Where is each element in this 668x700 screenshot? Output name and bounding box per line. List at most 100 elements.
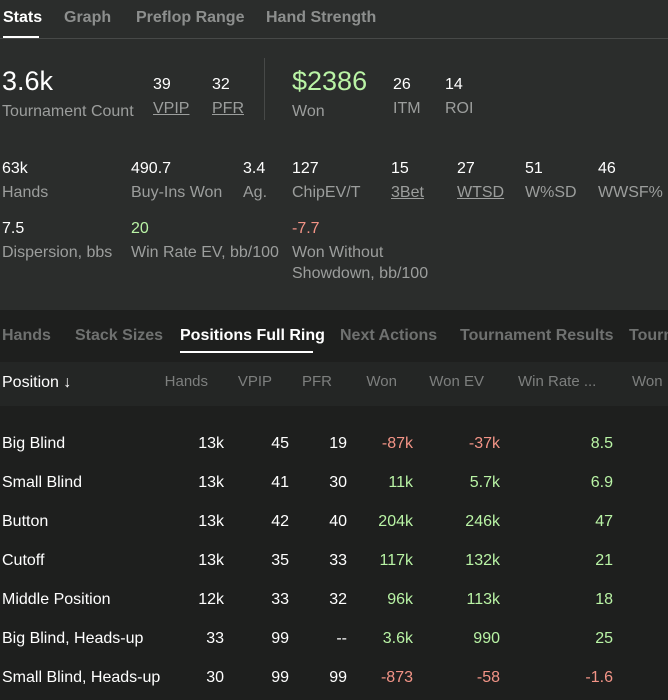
- wtsd-link[interactable]: WTSD: [457, 184, 505, 201]
- ag-label: Ag.: [243, 184, 268, 201]
- won-stat: $2386 Won: [292, 66, 367, 122]
- cell-vpip: 45: [271, 435, 289, 452]
- summary-divider: [264, 58, 265, 120]
- cell-vpip: 99: [271, 669, 289, 686]
- pfr-link[interactable]: PFR: [212, 100, 244, 117]
- wtsd-stat: 27 WTSD: [457, 160, 504, 203]
- positions-panel: Hands Stack Sizes Positions Full Ring Ne…: [0, 310, 668, 700]
- cell-pfr: --: [336, 630, 347, 647]
- cell-won-ev: 5.7k: [469, 474, 500, 491]
- subtab-stack-sizes[interactable]: Stack Sizes: [75, 327, 164, 344]
- chipev-stat: 127 ChipEV/T: [292, 160, 360, 203]
- column-header-won[interactable]: Won: [366, 373, 397, 390]
- cell-win-rate: 21: [595, 552, 613, 569]
- winrate-ev-stat: 20 Win Rate EV, bb/100: [131, 220, 279, 263]
- table-row[interactable]: Button 13k 42 40 204k 246k 47: [0, 503, 668, 542]
- tab-hand-strength[interactable]: Hand Strength: [266, 9, 377, 26]
- column-header-won-ev[interactable]: Won EV: [429, 373, 484, 390]
- tournament-count-label: Tournament Count: [2, 103, 134, 120]
- table-row[interactable]: Big Blind, Heads-up 33 99 -- 3.6k 990 25: [0, 620, 668, 659]
- pfr-stat: 32 PFR: [212, 76, 244, 119]
- won-without-sd-value: -7.7: [292, 220, 320, 237]
- cell-won-ev: 246k: [465, 513, 500, 530]
- vpip-link[interactable]: VPIP: [153, 100, 190, 117]
- cell-hands: 13k: [198, 552, 224, 569]
- cell-pfr: 19: [329, 435, 347, 452]
- won-value: $2386: [292, 66, 368, 96]
- winrate-ev-value: 20: [131, 220, 149, 237]
- cell-won: 96k: [387, 591, 413, 608]
- column-header-position[interactable]: Position ↓: [2, 374, 72, 391]
- cell-position: Big Blind, Heads-up: [2, 630, 144, 647]
- tab-preflop-range[interactable]: Preflop Range: [136, 9, 245, 26]
- subtab-hands[interactable]: Hands: [2, 327, 51, 344]
- chipev-label: ChipEV/T: [292, 184, 361, 201]
- cell-vpip: 99: [271, 630, 289, 647]
- roi-stat: 14 ROI: [445, 76, 473, 119]
- cell-pfr: 40: [329, 513, 347, 530]
- pfr-value: 32: [212, 76, 230, 93]
- column-header-vpip[interactable]: VPIP: [237, 373, 272, 390]
- cell-vpip: 35: [271, 552, 289, 569]
- cell-won-ev: 132k: [465, 552, 500, 569]
- threebet-value: 15: [391, 160, 409, 177]
- roi-value: 14: [445, 76, 463, 93]
- cell-position: Small Blind: [2, 474, 83, 491]
- cell-position: Button: [2, 513, 49, 530]
- hands-value: 63k: [2, 160, 28, 177]
- cell-hands: 30: [206, 669, 224, 686]
- subtab-tournament-results[interactable]: Tournament Results: [460, 327, 614, 344]
- won-label: Won: [292, 103, 325, 120]
- buyins-won-label: Buy-Ins Won: [131, 184, 223, 201]
- cell-win-rate: 47: [595, 513, 613, 530]
- top-tab-bar: Stats Graph Preflop Range Hand Strength: [0, 0, 668, 39]
- hands-stat: 63k Hands: [2, 160, 48, 203]
- subtab-next-actions[interactable]: Next Actions: [340, 327, 438, 344]
- cell-won: -873: [380, 669, 413, 686]
- buyins-won-stat: 490.7 Buy-Ins Won: [131, 160, 222, 203]
- itm-label: ITM: [393, 100, 421, 117]
- column-header-pfr[interactable]: PFR: [302, 373, 332, 390]
- cell-vpip: 42: [271, 513, 289, 530]
- won-without-sd-label-1: Won Without: [292, 244, 384, 261]
- cell-vpip: 41: [271, 474, 289, 491]
- cell-hands: 13k: [198, 513, 224, 530]
- tab-stats[interactable]: Stats: [3, 9, 43, 26]
- won-without-sd-stat: -7.7 Won Without Showdown, bb/100: [292, 220, 428, 284]
- table-row[interactable]: Small Blind 13k 41 30 11k 5.7k 6.9: [0, 464, 668, 503]
- cell-won: -87k: [381, 435, 413, 452]
- dispersion-value: 7.5: [2, 220, 25, 237]
- wsd-value: 51: [525, 160, 543, 177]
- itm-value: 26: [393, 76, 411, 93]
- threebet-link[interactable]: 3Bet: [391, 184, 424, 201]
- cell-won-ev: -58: [476, 669, 500, 686]
- ag-stat: 3.4 Ag.: [243, 160, 267, 203]
- cell-won: 204k: [378, 513, 413, 530]
- subtab-tourn[interactable]: Tourn: [629, 327, 668, 344]
- column-header-win-rate[interactable]: Win Rate ...: [518, 373, 597, 390]
- cell-pfr: 33: [329, 552, 347, 569]
- tab-graph[interactable]: Graph: [64, 9, 112, 26]
- subtab-positions-full-ring[interactable]: Positions Full Ring: [180, 327, 325, 344]
- cell-won-ev: 113k: [466, 591, 500, 608]
- buyins-won-value: 490.7: [131, 160, 172, 177]
- cell-hands: 13k: [198, 474, 224, 491]
- hands-label: Hands: [2, 184, 49, 201]
- tournament-count-value: 3.6k: [2, 66, 54, 96]
- table-row[interactable]: Cutoff 13k 35 33 117k 132k 21: [0, 542, 668, 581]
- wwsf-label: WWSF%: [598, 184, 663, 201]
- column-header-won-2[interactable]: Won: [632, 373, 663, 390]
- table-row[interactable]: Middle Position 12k 33 32 96k 113k 18: [0, 581, 668, 620]
- cell-hands: 12k: [198, 591, 224, 608]
- cell-win-rate: 8.5: [590, 435, 613, 452]
- winrate-ev-label: Win Rate EV, bb/100: [131, 244, 279, 261]
- wtsd-value: 27: [457, 160, 475, 177]
- table-row[interactable]: Big Blind 13k 45 19 -87k -37k 8.5: [0, 425, 668, 464]
- chipev-value: 127: [292, 160, 319, 177]
- table-row[interactable]: Small Blind, Heads-up 30 99 99 -873 -58 -1.6: [0, 659, 668, 698]
- cell-position: Cutoff: [2, 552, 45, 569]
- ag-value: 3.4: [243, 160, 266, 177]
- cell-won-ev: 990: [473, 630, 500, 647]
- column-header-hands[interactable]: Hands: [164, 373, 208, 390]
- cell-win-rate: -1.6: [585, 669, 613, 686]
